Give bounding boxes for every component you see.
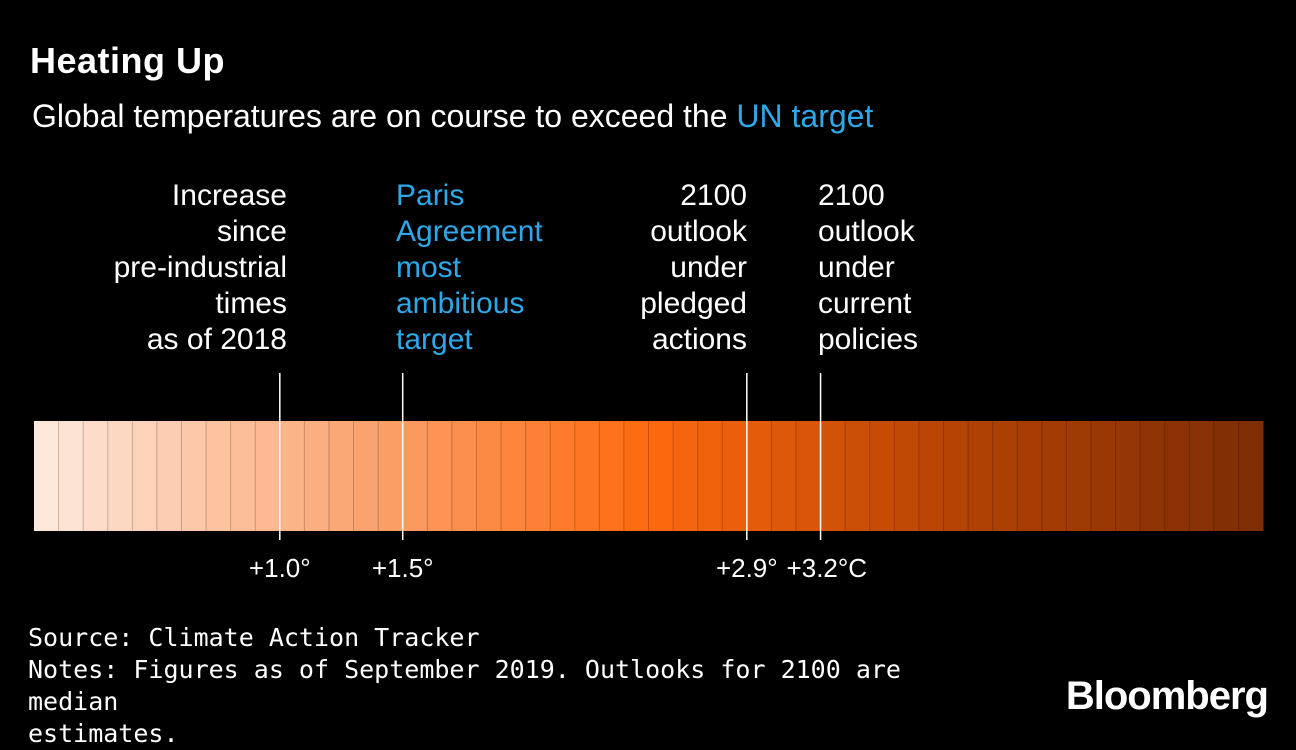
scale-segment [1066,421,1092,531]
scale-segment [206,421,232,531]
annotation-line: Agreement [396,215,543,248]
scale-segment [402,421,428,531]
annotation-line: current [818,287,912,320]
scale-segment [771,421,797,531]
scale-segment [746,421,772,531]
scale-segment [525,421,551,531]
annotation-pledged-actions: 2100 outlook under pledged actions [567,178,747,358]
scale-segment [230,421,256,531]
annotation-line: under [670,251,747,284]
scale-segment [1189,421,1215,531]
subtitle-text: Global temperatures are on course to exc… [32,98,737,134]
scale-segment [427,421,453,531]
scale-segment [328,421,355,531]
notes-text-continued: estimates. [28,719,179,748]
scale-segment [34,421,60,531]
scale-segment [181,421,207,531]
scale-segment [1238,421,1264,531]
marker-label: +1.0° [249,553,311,583]
marker-group: +1.0° +1.5° +2.9° +3.2°C [249,373,867,583]
scale-segment [501,421,527,531]
annotation-line: since [216,215,287,248]
scale-segment [1115,421,1141,531]
scale-segment [1140,421,1166,531]
temperature-scale-chart: +1.0° +1.5° +2.9° +3.2°C [34,373,1264,583]
subtitle-highlight: UN target [736,98,874,134]
scale-segment [304,421,330,531]
scale-segment [599,421,625,531]
scale-segment [1164,421,1190,531]
scale-segment [992,421,1018,531]
annotation-line: target [396,323,473,356]
annotation-line: as of 2018 [146,323,287,356]
notes-text: Notes: Figures as of September 2019. Out… [28,655,901,716]
annotation-current-policies: 2100 outlook under current policies [818,178,998,358]
bloomberg-logo: Bloomberg [1065,674,1269,718]
scale-segment [132,421,158,531]
scale-segment [722,421,748,531]
chart-title: Heating Up [30,40,226,81]
annotation-current-increase: Increase since pre-industrial times as o… [60,178,287,358]
scale-segment [697,421,723,531]
scale-segment [156,421,182,531]
annotation-line: outlook [650,215,747,248]
annotation-line: times [215,287,287,320]
scale-segment [845,421,871,531]
scale-segment [1090,421,1117,531]
scale-segment [623,421,649,531]
scale-segment [820,421,846,531]
annotation-line: 2100 [680,179,747,212]
marker-label: +3.2°C [787,553,868,583]
scale-segment [1017,421,1043,531]
marker-label: +1.5° [372,553,434,583]
scale-segment [353,421,379,531]
scale-segment [673,421,699,531]
scale-segment [58,421,84,531]
source-text: Source: Climate Action Tracker [28,623,480,652]
scale-segment [83,421,109,531]
annotation-line: Paris [396,179,465,212]
scale-segment [795,421,822,531]
scale-segment [894,421,920,531]
annotation-line: ambitious [396,287,525,320]
scale-segment [943,421,969,531]
scale-segment [451,421,477,531]
scale-segment [1213,421,1239,531]
chart-subtitle: Global temperatures are on course to exc… [32,98,873,135]
footer-notes: Source: Climate Action Tracker Notes: Fi… [28,622,968,750]
scale-segment [968,421,994,531]
annotation-paris-target: Paris Agreement most ambitious target [396,178,596,358]
scale-segment [279,421,305,531]
scale-segment [550,421,576,531]
scale-segment [378,421,404,531]
annotation-line: actions [651,323,747,356]
annotation-line: pre-industrial [113,251,287,284]
scale-segment [574,421,600,531]
annotation-line: under [818,251,895,284]
annotation-line: policies [818,323,919,356]
scale-segment [869,421,895,531]
scale-segment [476,421,502,531]
gradient-bar [34,421,1264,531]
annotation-line: outlook [818,215,915,248]
annotation-line: Increase [171,179,287,212]
scale-segment [918,421,944,531]
scale-segment [1041,421,1067,531]
annotation-line: most [396,251,462,284]
scale-segment [107,421,133,531]
scale-segment [255,421,281,531]
marker-label: +2.9° [716,553,778,583]
annotation-line: 2100 [818,179,885,212]
annotation-line: pledged [640,287,747,320]
scale-segment [648,421,674,531]
